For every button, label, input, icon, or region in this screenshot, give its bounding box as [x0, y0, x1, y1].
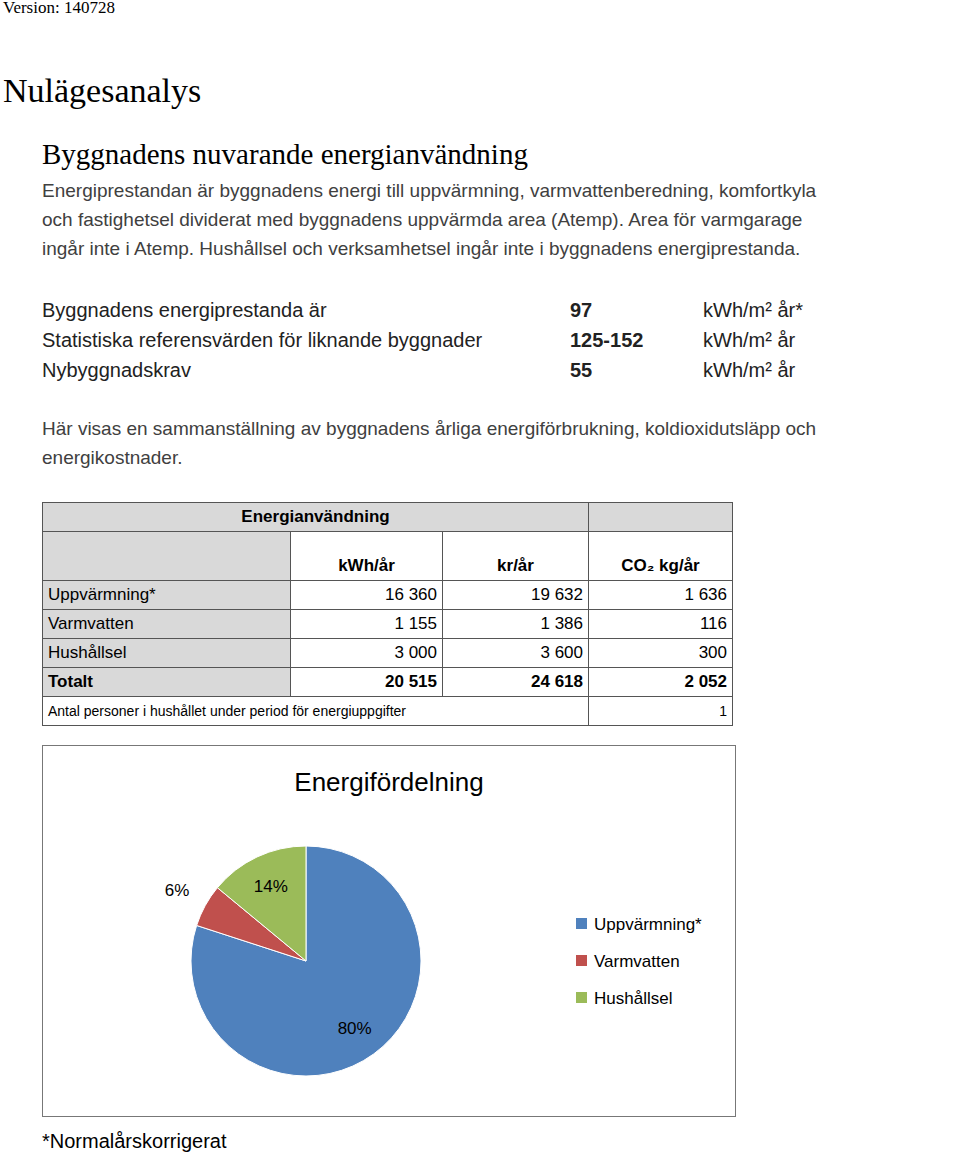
svg-text:6%: 6% — [165, 881, 190, 900]
svg-text:14%: 14% — [254, 877, 288, 896]
html-text:1: 1 — [719, 703, 727, 719]
html-text:16 360: 16 360 — [385, 585, 437, 604]
html-text:Antal personer i hushållet und: Antal personer i hushållet under period … — [48, 703, 406, 719]
svg-text:Hushållsel: Hushållsel — [594, 989, 672, 1008]
html-text:Byggnadens energiprestanda är: Byggnadens energiprestanda är — [42, 299, 327, 321]
html-text:*Normalårskorrigerat: *Normalårskorrigerat — [42, 1130, 227, 1152]
html-text:1 386: 1 386 — [540, 614, 583, 633]
svg-text:Uppvärmning*: Uppvärmning* — [594, 915, 702, 934]
html-text:2 052: 2 052 — [684, 672, 727, 691]
html-text:CO₂ kg/år: CO₂ kg/år — [621, 556, 700, 575]
html-text:Totalt: Totalt — [48, 672, 93, 691]
svg-text:Energifördelning: Energifördelning — [294, 767, 483, 797]
html-text:Här visas en sammanställning a: Här visas en sammanställning av byggnade… — [42, 418, 817, 439]
html-text:kWh/m² år: kWh/m² år — [703, 359, 796, 381]
html-text:3 000: 3 000 — [394, 643, 437, 662]
html-text:55: 55 — [570, 359, 593, 381]
html-text:Nybyggnadskrav: Nybyggnadskrav — [42, 359, 191, 381]
html-text:116: 116 — [699, 614, 727, 633]
html-text:Hushållsel: Hushållsel — [48, 643, 127, 662]
html-text:Varmvatten: Varmvatten — [48, 614, 134, 633]
svg-text:80%: 80% — [338, 1019, 372, 1038]
html-text:och fastighetsel dividerat med: och fastighetsel dividerat med byggnaden… — [42, 209, 803, 230]
html-text:1 636: 1 636 — [684, 585, 727, 604]
html-text:Uppvärmning*: Uppvärmning* — [48, 585, 156, 604]
html-text:Statistiska referensvärden för: Statistiska referensvärden för liknande … — [42, 329, 483, 351]
html-text:97: 97 — [570, 299, 593, 321]
html-text:3 600: 3 600 — [540, 643, 583, 662]
html-text:1 155: 1 155 — [394, 614, 437, 633]
html-text:kWh/m² år*: kWh/m² år* — [703, 299, 803, 321]
html-text:19 632: 19 632 — [531, 585, 583, 604]
html-text:ingår inte i Atemp. Hushållsel: ingår inte i Atemp. Hushållsel och verks… — [42, 238, 801, 259]
html-text:kWh/år: kWh/år — [338, 556, 395, 575]
html-text:125-152: 125-152 — [570, 329, 644, 351]
html-text:kWh/m² år: kWh/m² år — [703, 329, 796, 351]
html-text:kr/år: kr/år — [497, 556, 534, 575]
html-text:Byggnadens nuvarande energianv: Byggnadens nuvarande energianvändning — [42, 138, 528, 170]
html-text:Energiprestandan är byggnadens: Energiprestandan är byggnadens energi ti… — [42, 180, 817, 201]
html-text:300: 300 — [698, 643, 727, 662]
html-text:Nulägesanalys: Nulägesanalys — [3, 72, 202, 109]
html-text:Energianvändning: Energianvändning — [241, 507, 390, 526]
svg-text:Varmvatten: Varmvatten — [594, 952, 680, 971]
html-text:energikostnader.: energikostnader. — [42, 447, 183, 468]
html-text:24 618: 24 618 — [531, 672, 583, 691]
html-text:20 515: 20 515 — [385, 672, 437, 691]
